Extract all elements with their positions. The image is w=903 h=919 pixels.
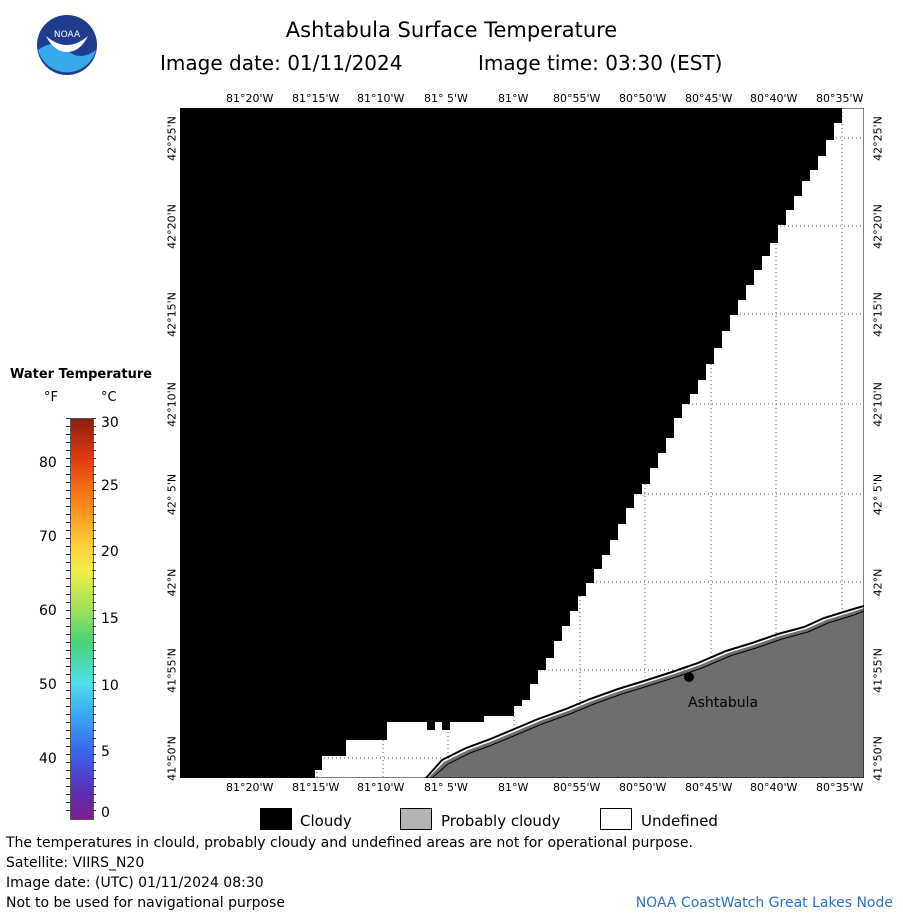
lon-label: 81°W (498, 781, 529, 794)
lon-label: 81°15'W (292, 781, 340, 794)
c-tick: 10 (101, 678, 119, 694)
lon-label: 81°20'W (226, 92, 274, 105)
undefined-swatch (600, 808, 632, 830)
f-tick: 50 (39, 677, 57, 693)
lon-label: 80°45'W (685, 92, 733, 105)
c-tick: 30 (101, 415, 119, 431)
unit-fahrenheit: °F (44, 390, 58, 405)
f-tick: 60 (39, 603, 57, 619)
lat-label: 42°10'N (871, 382, 885, 427)
lon-label: 80°50'W (619, 92, 667, 105)
nav-disclaimer: Not to be used for navigational purpose (6, 895, 285, 911)
colorbar-ticks (66, 418, 96, 818)
cloudy-area (180, 108, 842, 778)
lon-label: 80°40'W (750, 781, 798, 794)
lon-label: 80°55'W (553, 781, 601, 794)
c-tick: 0 (101, 805, 110, 821)
lat-label: 42° 5'N (165, 473, 179, 516)
page-title: Ashtabula Surface Temperature (285, 18, 618, 42)
lat-label: 42°15'N (871, 292, 885, 337)
city-label: Ashtabula (688, 695, 758, 711)
lat-label: 42°25'N (871, 116, 885, 161)
lat-label: 41°55'N (871, 648, 885, 693)
lon-label: 80°50'W (619, 781, 667, 794)
cloudy-label: Cloudy (300, 812, 352, 830)
lon-label: 81° 5'W (424, 781, 468, 794)
lon-label: 80°40'W (750, 92, 798, 105)
unit-celsius: °C (101, 390, 117, 405)
image-time: Image time: 03:30 (EST) (478, 51, 723, 75)
lat-label: 42°10'N (165, 382, 179, 427)
lat-label: 42°N (165, 568, 179, 597)
lat-label: 42°25'N (165, 116, 179, 161)
legend-title: Water Temperature (10, 367, 153, 382)
satellite-text: Satellite: VIIRS_N20 (6, 855, 145, 871)
f-tick: 80 (39, 455, 57, 471)
image-date: Image date: 01/11/2024 (160, 51, 403, 75)
f-tick: 40 (39, 751, 57, 767)
lon-label: 81°20'W (226, 781, 274, 794)
lat-label: 41°55'N (165, 648, 179, 693)
c-tick: 25 (101, 478, 119, 494)
probably-cloudy-area (428, 608, 864, 778)
c-tick: 5 (101, 744, 110, 760)
map-panel: Ashtabula (180, 108, 864, 778)
lon-label: 81°10'W (357, 781, 405, 794)
noaa-logo-text: NOAA (54, 30, 81, 40)
lat-label: 41°50'N (871, 736, 885, 781)
lat-label: 41°50'N (165, 736, 179, 781)
utc-date-text: Image date: (UTC) 01/11/2024 08:30 (6, 875, 264, 891)
f-tick: 70 (39, 529, 57, 545)
noaa-logo: NOAA (36, 14, 98, 76)
lon-label: 81°15'W (292, 92, 340, 105)
lat-label: 42°20'N (165, 204, 179, 249)
lat-label: 42°15'N (165, 292, 179, 337)
lat-label: 42° 5'N (871, 473, 885, 516)
lon-label: 80°55'W (553, 92, 601, 105)
undefined-label: Undefined (641, 812, 718, 830)
footer-note: The temperatures in clould, probably clo… (6, 835, 693, 851)
lon-label: 80°45'W (685, 781, 733, 794)
probably-cloudy-swatch (400, 808, 432, 830)
lon-label: 81°W (498, 92, 529, 105)
ashtabula-marker (684, 672, 694, 682)
c-tick: 20 (101, 544, 119, 560)
shoreline (425, 605, 864, 778)
lat-label: 42°N (871, 568, 885, 597)
lon-label: 81°10'W (357, 92, 405, 105)
lon-label: 80°35'W (816, 781, 864, 794)
node-credit: NOAA CoastWatch Great Lakes Node (635, 895, 893, 911)
probably-cloudy-label: Probably cloudy (441, 812, 561, 830)
cloudy-swatch (260, 808, 292, 830)
lat-label: 42°20'N (871, 204, 885, 249)
lon-label: 80°35'W (816, 92, 864, 105)
lon-label: 81° 5'W (424, 92, 468, 105)
c-tick: 15 (101, 611, 119, 627)
